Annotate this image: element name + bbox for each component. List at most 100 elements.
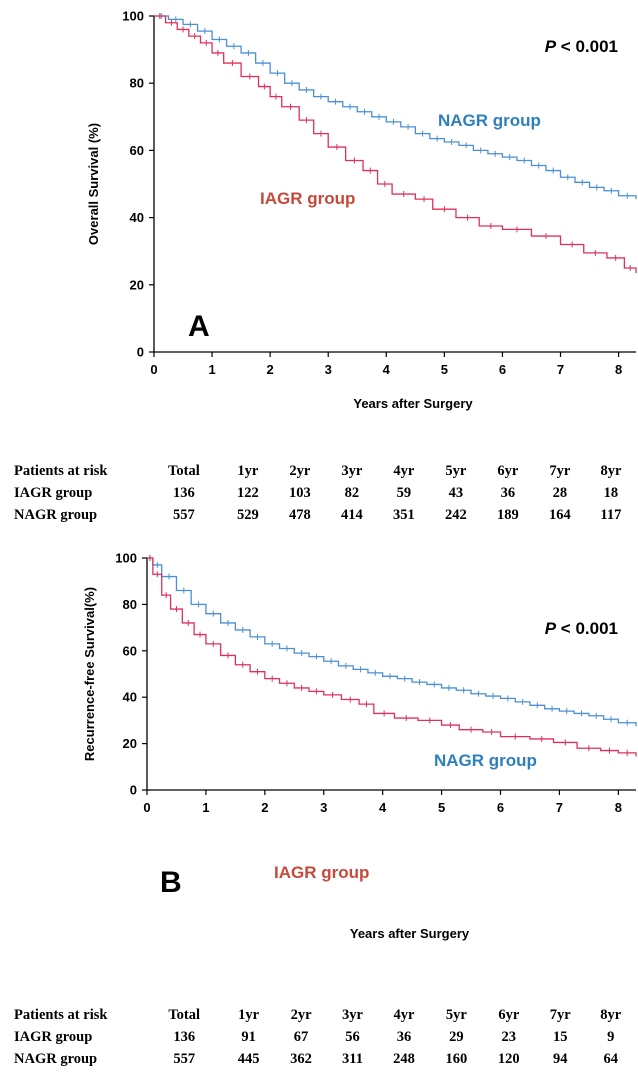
x-tick-label: 5 — [441, 362, 448, 377]
x-tick-label: 6 — [499, 362, 506, 377]
risk-table-header: Patients at risk Total 1yr 2yr 3yr 4yr 5… — [14, 460, 636, 482]
risk-header-cell: 4yr — [393, 462, 415, 479]
p-value-text: < 0.001 — [556, 619, 618, 638]
y-tick-label: 60 — [123, 643, 137, 658]
p-value-text: < 0.001 — [556, 37, 618, 56]
x-tick-label: 3 — [325, 362, 332, 377]
y-axis-label: Overall Survival (%) — [86, 123, 101, 245]
risk-cell: 59 — [396, 484, 412, 501]
risk-header-cell: 6yr — [498, 1006, 520, 1023]
risk-cell: IAGR group — [14, 484, 93, 501]
nagr-group-label: NAGR group — [434, 751, 537, 770]
risk-header-cell: 1yr — [238, 1006, 260, 1023]
risk-header-cell: 2yr — [289, 462, 311, 479]
x-tick-label: 7 — [557, 362, 564, 377]
risk-row-iagr: IAGR group 136 122 103 82 59 43 36 28 18 — [14, 482, 636, 504]
risk-cell: NAGR group — [14, 1050, 98, 1067]
risk-cell: 15 — [553, 1028, 568, 1045]
risk-cell: 136 — [173, 484, 195, 501]
iagr-survival-curve — [147, 557, 637, 757]
p-value-label: P < 0.001 — [545, 619, 618, 638]
risk-header-cell: Total — [168, 462, 200, 479]
p-value-italic: P — [545, 37, 557, 56]
risk-header-cell: 4yr — [393, 1006, 415, 1023]
nagr-series — [147, 555, 637, 727]
risk-cell: 362 — [290, 1050, 312, 1067]
risk-cell: 311 — [342, 1050, 363, 1067]
y-tick-label: 40 — [130, 210, 144, 225]
risk-cell: 82 — [344, 484, 360, 501]
x-tick-label: 8 — [615, 362, 622, 377]
nagr-series — [154, 13, 637, 200]
risk-cell: 9 — [607, 1028, 615, 1045]
risk-cell: 414 — [340, 506, 363, 523]
risk-cell: 117 — [600, 506, 622, 523]
y-tick-label: 40 — [123, 690, 137, 705]
risk-header-cell: 8yr — [600, 462, 622, 479]
risk-cell: 36 — [500, 484, 516, 501]
risk-header-cell: 7yr — [549, 1006, 571, 1023]
nagr-survival-curve — [147, 557, 637, 727]
y-tick-label: 60 — [130, 143, 144, 158]
risk-cell: 28 — [552, 484, 568, 501]
x-tick-label: 0 — [150, 362, 157, 377]
iagr-survival-curve — [154, 15, 637, 274]
risk-header-cell: Total — [168, 1006, 201, 1023]
risk-cell: 478 — [288, 506, 311, 523]
x-tick-label: 7 — [556, 800, 563, 815]
risk-cell: 164 — [548, 506, 571, 523]
risk-cell: 56 — [345, 1028, 360, 1045]
risk-cell: 160 — [445, 1050, 468, 1067]
risk-header-cell: 3yr — [341, 462, 363, 479]
x-tick-label: 5 — [438, 800, 445, 815]
x-tick-label: 4 — [383, 362, 391, 377]
y-tick-label: 0 — [137, 345, 144, 360]
risk-cell: 351 — [392, 506, 415, 523]
x-axis-label: Years after Surgery — [350, 926, 470, 941]
risk-cell: 242 — [444, 506, 467, 523]
y-axis-label: Recurrence-free Survival(%) — [82, 587, 97, 761]
nagr-group-label: NAGR group — [438, 111, 541, 130]
risk-cell: 29 — [449, 1028, 464, 1045]
x-tick-label: 3 — [320, 800, 327, 815]
panel-letter: B — [160, 866, 182, 899]
x-tick-label: 4 — [379, 800, 387, 815]
x-tick-label: 1 — [208, 362, 215, 377]
risk-header-cell: 3yr — [342, 1006, 363, 1023]
y-tick-label: 20 — [130, 277, 144, 292]
risk-cell: 103 — [288, 484, 311, 501]
y-tick-label: 80 — [123, 597, 137, 612]
risk-cell: 23 — [501, 1028, 517, 1045]
risk-row-nagr: NAGR group 557 445 362 311 248 160 120 9… — [14, 1048, 636, 1070]
risk-cell: 136 — [173, 1028, 196, 1045]
risk-header-cell: Patients at risk — [14, 1006, 108, 1023]
risk-header-cell: 2yr — [290, 1006, 312, 1023]
iagr-series — [154, 13, 637, 274]
panel-letter: A — [188, 310, 210, 343]
risk-header-cell: 1yr — [237, 462, 259, 479]
x-tick-label: 8 — [615, 800, 622, 815]
risk-cell: 36 — [396, 1028, 412, 1045]
risk-cell: NAGR group — [14, 506, 98, 523]
risk-row-nagr: NAGR group 557 529 478 414 351 242 189 1… — [14, 504, 636, 526]
x-tick-label: 6 — [497, 800, 504, 815]
risk-header-cell: 5yr — [445, 462, 467, 479]
p-value-italic: P — [545, 619, 557, 638]
risk-cell: 557 — [173, 506, 195, 523]
y-tick-label: 80 — [130, 76, 144, 91]
risk-row-iagr: IAGR group 136 91 67 56 36 29 23 15 9 — [14, 1026, 636, 1048]
y-tick-label: 100 — [115, 551, 137, 566]
risk-cell: 43 — [448, 484, 464, 501]
risk-cell: IAGR group — [14, 1028, 93, 1045]
y-tick-label: 100 — [122, 9, 144, 24]
risk-cell: 122 — [236, 484, 259, 501]
risk-header-cell: Patients at risk — [14, 462, 108, 479]
x-tick-label: 0 — [143, 800, 150, 815]
iagr-group-label: IAGR group — [260, 189, 355, 208]
risk-cell: 91 — [241, 1028, 256, 1045]
risk-header-cell: 7yr — [549, 462, 571, 479]
risk-table-header: Patients at risk Total 1yr 2yr 3yr 4yr 5… — [14, 1004, 636, 1026]
risk-cell: 445 — [237, 1050, 260, 1067]
p-value-label: P < 0.001 — [545, 37, 618, 56]
x-axis-label: Years after Surgery — [353, 396, 473, 411]
